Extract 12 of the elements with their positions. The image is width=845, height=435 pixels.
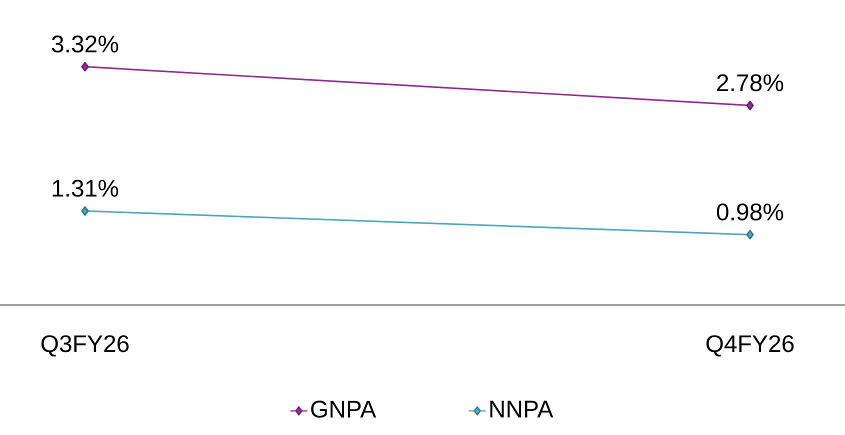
point xyxy=(746,230,754,240)
x-tick-label: Q3FY26 xyxy=(41,335,129,356)
point xyxy=(746,100,754,110)
x-tick-label: Q4FY26 xyxy=(706,335,794,356)
legend-label: NNPA xyxy=(490,400,554,418)
data-label: 0.98% xyxy=(716,203,784,220)
data-label: 2.78% xyxy=(717,74,784,92)
legend-label: GNPA xyxy=(311,400,376,418)
data-label: 1.31% xyxy=(52,180,118,197)
point xyxy=(81,62,89,72)
data-label: 3.32% xyxy=(52,36,118,53)
point xyxy=(81,206,89,216)
